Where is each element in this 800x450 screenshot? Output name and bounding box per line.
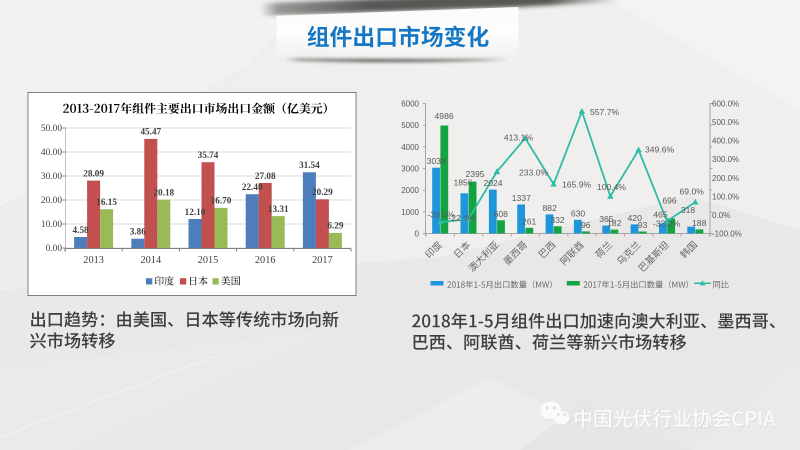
svg-text:365: 365 xyxy=(599,214,614,224)
svg-text:2015: 2015 xyxy=(198,255,219,266)
svg-text:2014: 2014 xyxy=(141,255,162,266)
svg-text:420: 420 xyxy=(628,213,643,223)
svg-text:696: 696 xyxy=(662,196,677,206)
svg-text:557.7%: 557.7% xyxy=(590,107,620,117)
svg-text:20.00: 20.00 xyxy=(41,196,62,206)
svg-text:30.00: 30.00 xyxy=(41,172,62,182)
svg-text:2395: 2395 xyxy=(465,169,484,179)
svg-text:20.18: 20.18 xyxy=(153,187,174,197)
svg-text:-33.2%: -33.2% xyxy=(653,219,681,229)
svg-text:200.0%: 200.0% xyxy=(712,174,739,183)
svg-text:600.0%: 600.0% xyxy=(712,100,739,109)
svg-text:22.40: 22.40 xyxy=(242,182,263,192)
svg-text:-100.0%: -100.0% xyxy=(712,230,742,239)
svg-text:69.0%: 69.0% xyxy=(680,187,705,197)
svg-text:6000: 6000 xyxy=(401,100,419,109)
svg-text:31.54: 31.54 xyxy=(299,160,320,170)
svg-text:182: 182 xyxy=(607,218,622,228)
svg-text:233.0%: 233.0% xyxy=(519,167,549,177)
svg-text:608: 608 xyxy=(494,209,509,219)
svg-text:3038: 3038 xyxy=(427,156,446,166)
svg-text:1856: 1856 xyxy=(453,178,472,188)
svg-text:28.09: 28.09 xyxy=(83,168,104,178)
svg-text:400.0%: 400.0% xyxy=(712,137,739,146)
svg-text:13.31: 13.31 xyxy=(268,204,289,214)
svg-text:332: 332 xyxy=(550,215,565,225)
svg-text:2000: 2000 xyxy=(401,186,419,195)
svg-text:50.00: 50.00 xyxy=(41,124,62,134)
svg-text:318: 318 xyxy=(681,205,696,215)
svg-text:4986: 4986 xyxy=(435,111,454,121)
svg-text:27.08: 27.08 xyxy=(255,171,276,181)
svg-text:165.9%: 165.9% xyxy=(562,180,592,190)
svg-text:96: 96 xyxy=(581,220,591,230)
svg-text:413.1%: 413.1% xyxy=(504,133,534,143)
svg-text:5000: 5000 xyxy=(401,121,419,130)
svg-text:12.10: 12.10 xyxy=(185,207,206,217)
svg-text:0.0%: 0.0% xyxy=(712,211,730,220)
svg-text:3.86: 3.86 xyxy=(130,227,146,237)
svg-text:-22.4%: -22.4% xyxy=(448,213,476,223)
svg-text:882: 882 xyxy=(543,203,558,213)
svg-text:45.47: 45.47 xyxy=(140,127,161,137)
svg-text:6.29: 6.29 xyxy=(327,221,343,231)
svg-text:0: 0 xyxy=(415,230,420,239)
svg-text:10.00: 10.00 xyxy=(41,220,62,230)
svg-text:16.70: 16.70 xyxy=(211,196,232,206)
svg-text:3000: 3000 xyxy=(401,165,419,174)
svg-text:16.15: 16.15 xyxy=(96,197,117,207)
svg-text:2016: 2016 xyxy=(255,255,276,266)
svg-text:261: 261 xyxy=(522,216,537,226)
svg-text:40.00: 40.00 xyxy=(41,148,62,158)
svg-text:93: 93 xyxy=(638,220,648,230)
svg-text:100.0%: 100.0% xyxy=(712,192,739,201)
svg-text:20.29: 20.29 xyxy=(312,187,333,197)
svg-text:0.00: 0.00 xyxy=(46,244,63,254)
svg-text:188: 188 xyxy=(692,218,707,228)
svg-text:-39.0%: -39.0% xyxy=(427,210,455,220)
svg-text:2017: 2017 xyxy=(312,255,333,266)
svg-text:2013: 2013 xyxy=(83,255,104,266)
svg-text:4.58: 4.58 xyxy=(73,225,89,235)
svg-text:4000: 4000 xyxy=(401,143,419,152)
svg-text:465: 465 xyxy=(653,209,668,219)
svg-text:2024: 2024 xyxy=(483,178,502,188)
svg-text:100.4%: 100.4% xyxy=(597,182,627,192)
svg-text:300.0%: 300.0% xyxy=(712,155,739,164)
svg-text:349.6%: 349.6% xyxy=(645,145,675,155)
svg-text:630: 630 xyxy=(571,208,586,218)
svg-text:1337: 1337 xyxy=(512,193,531,203)
svg-text:1000: 1000 xyxy=(401,208,419,217)
svg-text:35.74: 35.74 xyxy=(198,150,219,160)
svg-text:500.0%: 500.0% xyxy=(712,118,739,127)
